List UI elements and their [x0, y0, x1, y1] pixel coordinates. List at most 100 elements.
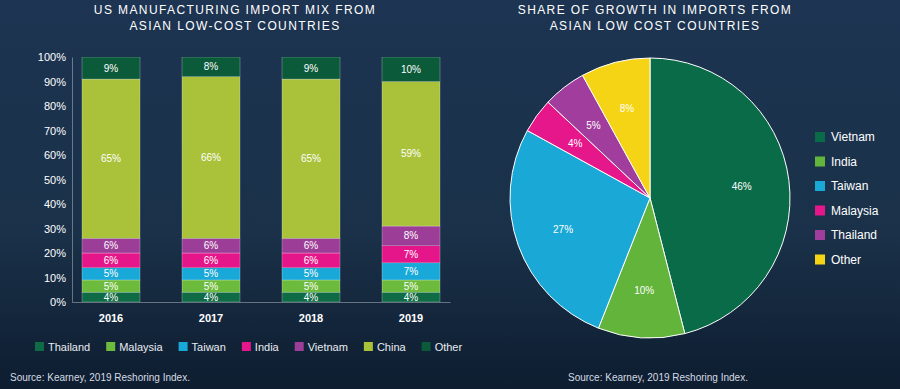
data-label: 7% — [404, 266, 419, 277]
legend-item: Taiwan — [815, 179, 868, 193]
legend-swatch — [815, 230, 825, 240]
data-label: 65% — [101, 153, 121, 164]
y-tick: 70% — [44, 125, 72, 137]
legend-swatch — [242, 342, 251, 351]
legend-item: Thailand — [815, 228, 877, 242]
y-tick: 0% — [50, 296, 72, 308]
title-line: SHARE OF GROWTH IN IMPORTS FROM — [518, 3, 793, 17]
source-note: Source: Kearney, 2019 Reshoring Index. — [568, 372, 748, 383]
legend-item: Other — [422, 341, 463, 353]
pie-slice — [583, 58, 650, 198]
bar-segment — [82, 268, 140, 280]
legend: VietnamIndiaTaiwanMalaysiaThailandOther — [815, 130, 879, 267]
tick-label: 30% — [44, 223, 66, 235]
y-tick: 60% — [44, 149, 72, 161]
y-tick: 10% — [44, 272, 72, 284]
legend-item: Other — [815, 253, 861, 267]
tick-label: 100% — [38, 51, 66, 63]
bar-segment — [82, 292, 140, 302]
tick-label: 2019 — [399, 312, 423, 324]
data-label: 5% — [586, 119, 601, 130]
tick-label: 50% — [44, 174, 66, 186]
tick-label: 60% — [44, 149, 66, 161]
bar-segment — [382, 263, 440, 280]
bar-segment — [82, 57, 140, 79]
legend-label: Malaysia — [119, 341, 163, 353]
data-label: 10% — [401, 64, 421, 75]
bar-segment — [282, 57, 340, 79]
y-tick: 40% — [44, 198, 72, 210]
bar-segment — [382, 292, 440, 302]
data-label: 4% — [568, 138, 583, 149]
data-label: 4% — [304, 292, 319, 303]
legend-label: Taiwan — [192, 341, 226, 353]
data-label: 66% — [201, 152, 221, 163]
legend-swatch — [295, 342, 304, 351]
bar-segment — [82, 280, 140, 292]
chart-title: SHARE OF GROWTH IN IMPORTS FROM ASIAN LOW… — [518, 3, 793, 33]
bar-segment — [182, 268, 240, 280]
tick-label: 0% — [50, 296, 66, 308]
legend-swatch — [815, 206, 825, 216]
pie — [510, 58, 790, 338]
legend-label: Thailand — [831, 228, 877, 242]
bar-segment — [182, 57, 240, 77]
data-label: 8% — [404, 230, 419, 241]
background — [0, 0, 900, 389]
data-label: 8% — [620, 103, 635, 114]
bar-segment — [282, 79, 340, 238]
title-line: ASIAN LOW COST COUNTRIES — [550, 19, 761, 33]
data-label: 4% — [404, 292, 419, 303]
data-label: 46% — [732, 181, 752, 192]
y-tick: 30% — [44, 223, 72, 235]
bar-segment — [182, 292, 240, 302]
y-tick: 50% — [44, 174, 72, 186]
legend-item: Thailand — [35, 341, 90, 353]
bar-segment — [282, 292, 340, 302]
legend-swatch — [35, 342, 44, 351]
legend-item: Malaysia — [815, 204, 879, 218]
source-note: Source: Kearney, 2019 Reshoring Index. — [10, 372, 190, 383]
tick-label: 80% — [44, 100, 66, 112]
axis-line — [73, 302, 451, 303]
legend-item: India — [242, 341, 280, 353]
legend-label: India — [255, 341, 280, 353]
y-tick: 90% — [44, 76, 72, 88]
data-label: 9% — [304, 63, 319, 74]
bar-segment — [382, 57, 440, 82]
title-line: ASIAN LOW-COST COUNTRIES — [129, 19, 340, 33]
data-label: 27% — [553, 224, 573, 235]
data-label: 10% — [634, 285, 654, 296]
legend-label: China — [377, 341, 407, 353]
y-axis: 0% 10% 20% 30% 40% 50% 60% 70% 80% 90% 100% — [38, 51, 73, 308]
data-labels: 4%4%4%4%5%5%5%5%5%5%5%7%6%6%6%7%6%6%6%8%… — [101, 61, 421, 302]
x-tick: 2016 — [99, 302, 123, 324]
title-line: US MANUFACTURING IMPORT MIX FROM — [94, 3, 376, 17]
data-label: 4% — [104, 292, 119, 303]
data-label: 7% — [404, 249, 419, 260]
legend-item: Vietnam — [815, 130, 875, 144]
data-label: 6% — [204, 255, 219, 266]
data-label: 9% — [104, 63, 119, 74]
data-label: 5% — [304, 281, 319, 292]
axis-line — [72, 58, 73, 303]
data-label: 5% — [204, 268, 219, 279]
legend-label: Other — [831, 253, 861, 267]
legend-item: Malaysia — [106, 341, 163, 353]
legend-item: Taiwan — [179, 341, 226, 353]
tick-label: 2016 — [99, 312, 123, 324]
tick-label: 2017 — [199, 312, 223, 324]
legend-swatch — [815, 255, 825, 265]
legend-label: Thailand — [48, 341, 90, 353]
data-label: 5% — [104, 281, 119, 292]
bar-segment — [382, 246, 440, 263]
legend-swatch — [422, 342, 431, 351]
data-label: 59% — [401, 148, 421, 159]
data-label: 6% — [304, 255, 319, 266]
bar-segment — [382, 280, 440, 292]
legend-swatch — [815, 181, 825, 191]
x-tick: 2018 — [299, 302, 323, 324]
x-tick: 2017 — [199, 302, 223, 324]
tick-label: 40% — [44, 198, 66, 210]
y-tick: 20% — [44, 247, 72, 259]
